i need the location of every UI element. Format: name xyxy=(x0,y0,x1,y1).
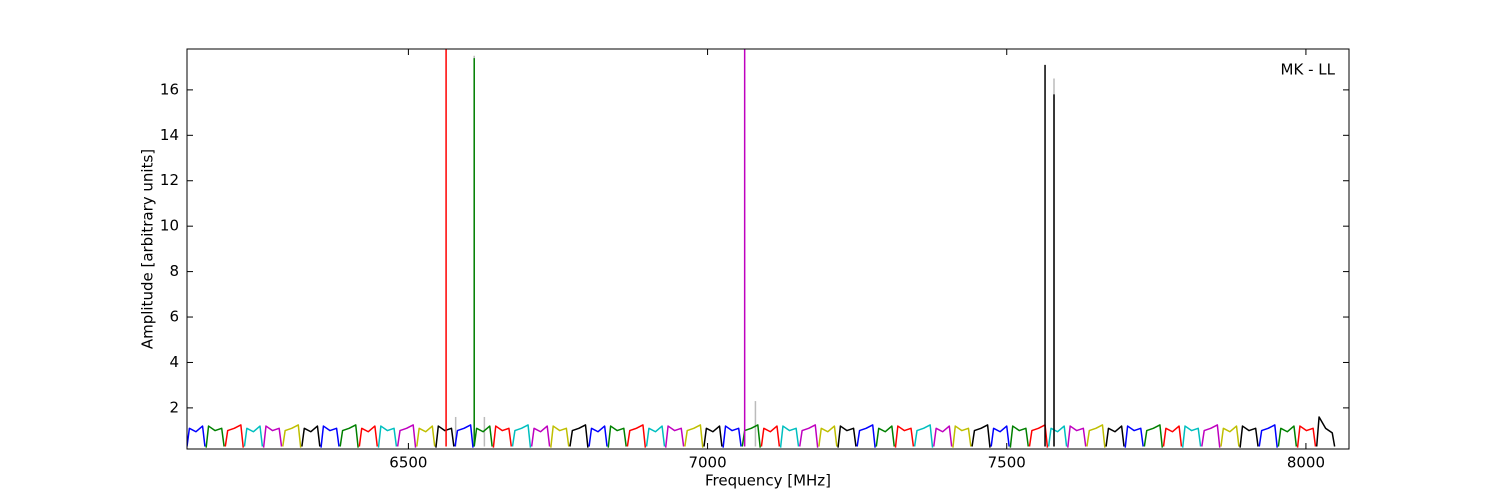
series-line xyxy=(626,424,647,448)
x-tick-label: 8000 xyxy=(1287,454,1325,472)
series-line xyxy=(1143,424,1164,448)
series-line xyxy=(894,425,915,448)
series-line xyxy=(952,425,972,448)
series-line xyxy=(435,425,455,448)
series-line xyxy=(798,424,819,448)
series-line xyxy=(416,425,436,447)
series-line xyxy=(1201,424,1221,448)
series-line xyxy=(664,425,685,448)
series-line xyxy=(1315,416,1336,447)
series-line xyxy=(875,425,895,447)
series-line xyxy=(205,425,225,448)
y-tick-label: 14 xyxy=(160,126,179,144)
series-line xyxy=(684,424,704,448)
series-line xyxy=(320,425,340,448)
series-line xyxy=(301,425,321,447)
series-line xyxy=(550,425,570,448)
series-line xyxy=(262,425,283,448)
series-line xyxy=(990,425,1010,447)
series-line xyxy=(645,425,666,447)
series-line xyxy=(741,424,761,448)
series-line xyxy=(1067,425,1087,448)
series-line xyxy=(971,424,991,448)
y-tick-label: 2 xyxy=(169,398,179,416)
series-line xyxy=(358,425,379,447)
series-line xyxy=(224,424,244,448)
series-line xyxy=(377,425,398,448)
series-line xyxy=(281,424,302,448)
series-line xyxy=(243,425,264,447)
y-tick-label: 12 xyxy=(160,171,179,189)
series-line xyxy=(1296,425,1317,448)
series-line xyxy=(779,425,800,448)
series-line xyxy=(1047,425,1068,447)
x-tick-label: 7000 xyxy=(688,454,726,472)
y-tick-label: 6 xyxy=(169,308,179,326)
series-line xyxy=(1258,424,1278,448)
series-line xyxy=(187,425,206,447)
series-line xyxy=(1277,425,1298,447)
series-line xyxy=(1220,425,1240,447)
y-tick-label: 8 xyxy=(169,262,179,280)
series-line xyxy=(473,425,493,447)
series-line xyxy=(607,425,627,448)
x-tick-label: 7500 xyxy=(988,454,1026,472)
series-line xyxy=(1009,425,1030,448)
series-line xyxy=(913,424,934,448)
y-axis-label: Amplitude [arbitrary units] xyxy=(139,149,157,349)
series-line xyxy=(1162,425,1183,447)
series-line xyxy=(760,425,781,447)
plot-area xyxy=(187,49,1349,449)
series-line xyxy=(1086,424,1106,448)
series-line xyxy=(837,425,857,448)
series-line xyxy=(1028,424,1049,448)
series-line xyxy=(703,425,723,447)
series-line xyxy=(454,424,474,448)
series-line xyxy=(722,425,742,448)
x-tick-label: 6500 xyxy=(389,454,427,472)
series-line xyxy=(1181,425,1202,448)
series-line xyxy=(818,425,838,447)
series-line xyxy=(588,425,608,447)
series-line xyxy=(511,424,532,448)
series-line xyxy=(530,425,551,447)
series-line xyxy=(339,424,359,448)
y-tick-label: 16 xyxy=(160,80,179,98)
series-line xyxy=(1124,425,1144,448)
data-layer xyxy=(187,49,1336,448)
y-tick-label: 10 xyxy=(160,217,179,235)
series-line xyxy=(932,425,953,447)
series-line xyxy=(856,424,876,448)
series-line xyxy=(396,424,417,448)
series-line xyxy=(492,425,513,448)
series-line xyxy=(569,424,589,448)
y-tick-label: 4 xyxy=(169,353,179,371)
series-line xyxy=(1239,425,1259,448)
plot-frame xyxy=(186,48,1350,450)
x-axis-label: Frequency [MHz] xyxy=(705,472,831,490)
annotation: MK - LL xyxy=(1281,61,1336,79)
series-line xyxy=(1105,425,1125,447)
